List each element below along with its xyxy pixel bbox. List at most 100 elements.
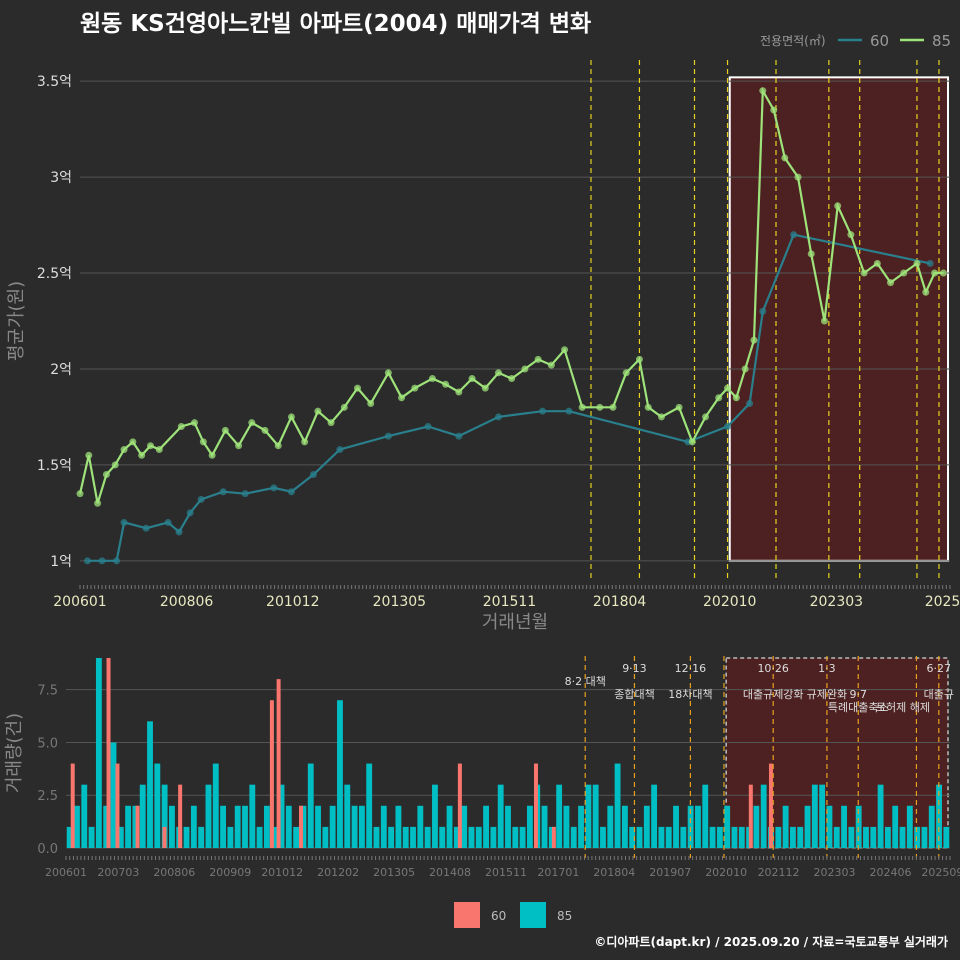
data-point-85 — [287, 413, 295, 421]
data-point-85 — [547, 361, 555, 369]
bar-85 — [621, 805, 628, 848]
data-point-85 — [354, 384, 362, 392]
bar-85 — [169, 805, 175, 848]
data-point-85 — [578, 403, 586, 411]
bar-85 — [512, 826, 519, 848]
data-point-85 — [724, 384, 732, 392]
data-point-85 — [111, 461, 119, 469]
bar-85 — [753, 805, 760, 848]
bar-85 — [337, 700, 343, 848]
bar-85 — [190, 805, 197, 848]
bar-85 — [665, 826, 672, 848]
bar-85 — [490, 826, 497, 848]
y-tick-label: 2억 — [50, 362, 72, 378]
data-point-85 — [411, 384, 419, 392]
policy-annotation: 8·2 대책 — [565, 675, 606, 688]
data-point-60 — [384, 432, 392, 440]
data-point-85 — [873, 259, 881, 267]
bar-85 — [855, 805, 862, 848]
bar-85 — [804, 805, 811, 848]
x-tick-label: 200601 — [45, 866, 87, 879]
bar-85 — [811, 784, 818, 848]
x-tick-label: 201012 — [266, 594, 319, 610]
bar-85 — [242, 805, 248, 848]
data-point-85 — [609, 403, 617, 411]
data-point-85 — [702, 413, 710, 421]
y-axis-title: 거래량(건) — [4, 713, 25, 793]
bar-85 — [636, 826, 643, 848]
data-point-85 — [644, 403, 652, 411]
x-tick-label: 200909 — [209, 866, 251, 879]
x-tick-label: 200601 — [53, 594, 106, 610]
bar-60 — [748, 784, 753, 848]
data-point-85 — [235, 442, 243, 450]
bar-85 — [782, 805, 789, 848]
bar-60 — [178, 784, 183, 848]
data-point-60 — [287, 488, 295, 496]
data-point-85 — [199, 438, 207, 446]
bar-85 — [366, 763, 373, 848]
legend-label-85: 85 — [557, 909, 572, 923]
bar-60 — [162, 826, 167, 848]
policy-annotation: 규제완화 — [807, 688, 847, 701]
policy-annotation: 12·16 — [675, 662, 707, 675]
bar-85 — [629, 826, 636, 848]
bar-85 — [410, 826, 416, 848]
bar-85 — [775, 826, 782, 848]
bar-85 — [278, 784, 285, 848]
data-point-85 — [94, 499, 102, 507]
legend-label-60: 60 — [491, 909, 506, 923]
data-point-60 — [539, 407, 547, 415]
data-point-85 — [635, 355, 643, 363]
bar-85 — [556, 784, 563, 848]
bar-85 — [614, 763, 621, 848]
policy-annotation: 토허제 해제 — [876, 700, 930, 714]
y-axis-title: 평균가(원) — [6, 281, 27, 361]
data-point-85 — [494, 369, 502, 377]
bar-85 — [256, 826, 263, 848]
bar-85 — [921, 826, 928, 848]
bar-85 — [563, 805, 570, 848]
data-point-60 — [175, 528, 183, 536]
bar-85 — [417, 805, 424, 848]
y-tick-label: 5.0 — [37, 736, 58, 751]
bar-85 — [892, 805, 899, 848]
bar-85 — [483, 805, 490, 848]
bar-85 — [797, 826, 804, 848]
bar-85 — [307, 763, 314, 848]
chart-title: 원동 KS건영아느칸빌 아파트(2004) 매매가격 변화 — [80, 11, 592, 37]
bar-85 — [351, 805, 358, 848]
bar-85 — [548, 826, 555, 848]
x-axis-title: 거래년월 — [482, 612, 548, 633]
x-tick-label: 201511 — [483, 594, 536, 610]
bar-85 — [132, 805, 139, 848]
bar-85 — [446, 805, 453, 848]
x-tick-label: 202406 — [869, 866, 911, 879]
source-footer: ©디아파트(dapt.kr) / 2025.09.20 / 자료=국토교통부 실… — [594, 935, 948, 949]
legend-label-85: 85 — [932, 32, 951, 50]
x-tick-label: 201907 — [649, 866, 691, 879]
bar-85 — [841, 805, 847, 848]
bar-85 — [760, 784, 767, 848]
bar-60 — [298, 805, 303, 848]
bar-85 — [658, 826, 665, 848]
policy-annotation: 1·3 — [818, 662, 836, 675]
y-tick-label: 3.5억 — [37, 74, 72, 90]
data-point-60 — [565, 407, 573, 415]
bar-60 — [533, 763, 538, 848]
bar-85 — [95, 658, 102, 848]
y-tick-label: 1억 — [50, 554, 72, 570]
data-point-85 — [455, 388, 463, 396]
bar-60 — [269, 700, 274, 848]
data-point-85 — [102, 470, 110, 478]
bar-85 — [453, 826, 460, 848]
y-tick-label: 7.5 — [37, 684, 58, 699]
bar-85 — [790, 826, 796, 848]
bar-85 — [709, 826, 716, 848]
data-point-60 — [724, 423, 732, 431]
bar-85 — [139, 784, 146, 848]
bar-85 — [936, 784, 942, 848]
data-point-60 — [142, 524, 150, 532]
highlight-region — [725, 657, 949, 849]
y-tick-label: 3억 — [50, 170, 72, 186]
